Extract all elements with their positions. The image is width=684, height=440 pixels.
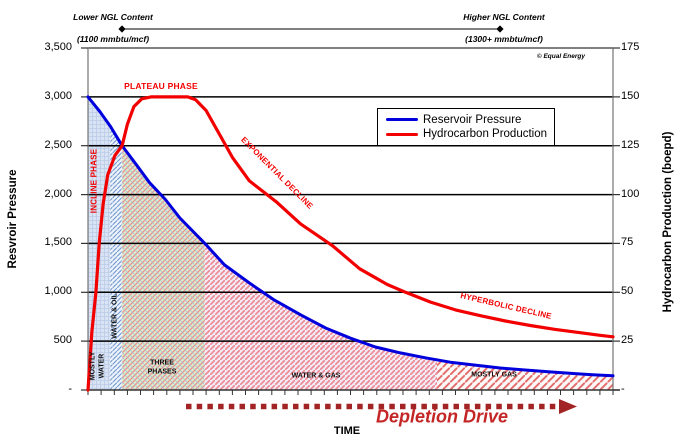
legend-item-hydrocarbon-production: Hydrocarbon Production [386, 128, 550, 140]
diamond-marker-icon [118, 25, 126, 33]
region-water-oil [110, 126, 123, 390]
y-left-tick-label: 3,500 [44, 41, 72, 53]
higher-ngl-heat-value: (1300+ mmbtu/mcf) [465, 34, 543, 44]
depletion-drive-label: Depletion Drive [375, 406, 509, 427]
region-three-phases [122, 145, 205, 390]
diamond-marker-icon [496, 25, 504, 33]
region-label-three-phases: THREE PHASES [148, 359, 177, 377]
y-left-tick-label: 500 [53, 334, 72, 347]
region-water-gas [204, 243, 438, 390]
lower-ngl-content-label: Lower NGL Content [73, 12, 153, 22]
region-label-water-gas: WATER & GAS [291, 372, 341, 380]
y-left-tick-label: 1,000 [44, 285, 72, 298]
y-left-tick-label: - [68, 383, 72, 395]
chart-axes [81, 47, 620, 395]
y-right-tick-label: 175 [621, 41, 640, 53]
incline-phase-annotation: INCLINE PHASE [89, 148, 99, 214]
region-label-mostly-water: MOSTLY WATER [89, 352, 107, 381]
chart-legend: Reservoir Pressure Hydrocarbon Productio… [377, 108, 555, 146]
region-label-line: WATER [98, 353, 105, 379]
chart-decorations [118, 25, 577, 414]
region-label-line: THREE [150, 359, 174, 367]
depletion-drive-arrowhead-icon [559, 399, 577, 414]
chart-gridlines [88, 47, 613, 342]
legend-item-reservoir-pressure: Reservoir Pressure [386, 114, 550, 126]
y-right-tick-label: 50 [621, 285, 634, 298]
hydrocarbon-production-line-swatch [386, 132, 418, 137]
y-right-tick-label: 25 [621, 334, 634, 347]
higher-ngl-content-label: Higher NGL Content [463, 12, 545, 22]
reservoir-pressure-curve [86, 95, 615, 378]
plateau-phase-annotation: PLATEAU PHASE [124, 81, 198, 91]
x-axis-title: TIME [333, 425, 361, 437]
reservoir-pressure-line-swatch [386, 117, 418, 122]
y-axis-left-title: Resvroir Pressure [7, 169, 19, 269]
y-axis-right-title: Hydrocarbon Production (boepd) [662, 131, 674, 313]
hydrocarbon-production-curve [86, 95, 615, 392]
y-right-tick-label: 100 [621, 187, 640, 200]
region-label-mostly-gas: MOSTLY GAS [471, 371, 517, 379]
y-right-tick-label: 125 [621, 138, 640, 151]
copyright-notice: © Equal Energy [536, 53, 585, 60]
y-right-tick-label: - [621, 383, 625, 395]
chart-curves [86, 95, 615, 392]
region-label-water-oil: WATER & OIL [111, 293, 119, 339]
y-right-tick-label: 75 [621, 236, 634, 249]
y-left-tick-label: 2,000 [44, 187, 72, 200]
y-right-tick-label: 150 [621, 89, 640, 102]
region-label-line: PHASES [147, 368, 177, 375]
region-mostly-gas [437, 359, 613, 390]
y-left-tick-label: 2,500 [44, 138, 72, 151]
lower-ngl-heat-value: (1100 mmbtu/mcf) [76, 34, 150, 44]
y-left-tick-label: 3,000 [44, 89, 72, 102]
y-left-tick-label: 1,500 [44, 236, 72, 249]
legend-label: Hydrocarbon Production [423, 128, 548, 141]
legend-label: Reservoir Pressure [423, 113, 522, 126]
region-label-line: MOSTLY [89, 351, 97, 381]
